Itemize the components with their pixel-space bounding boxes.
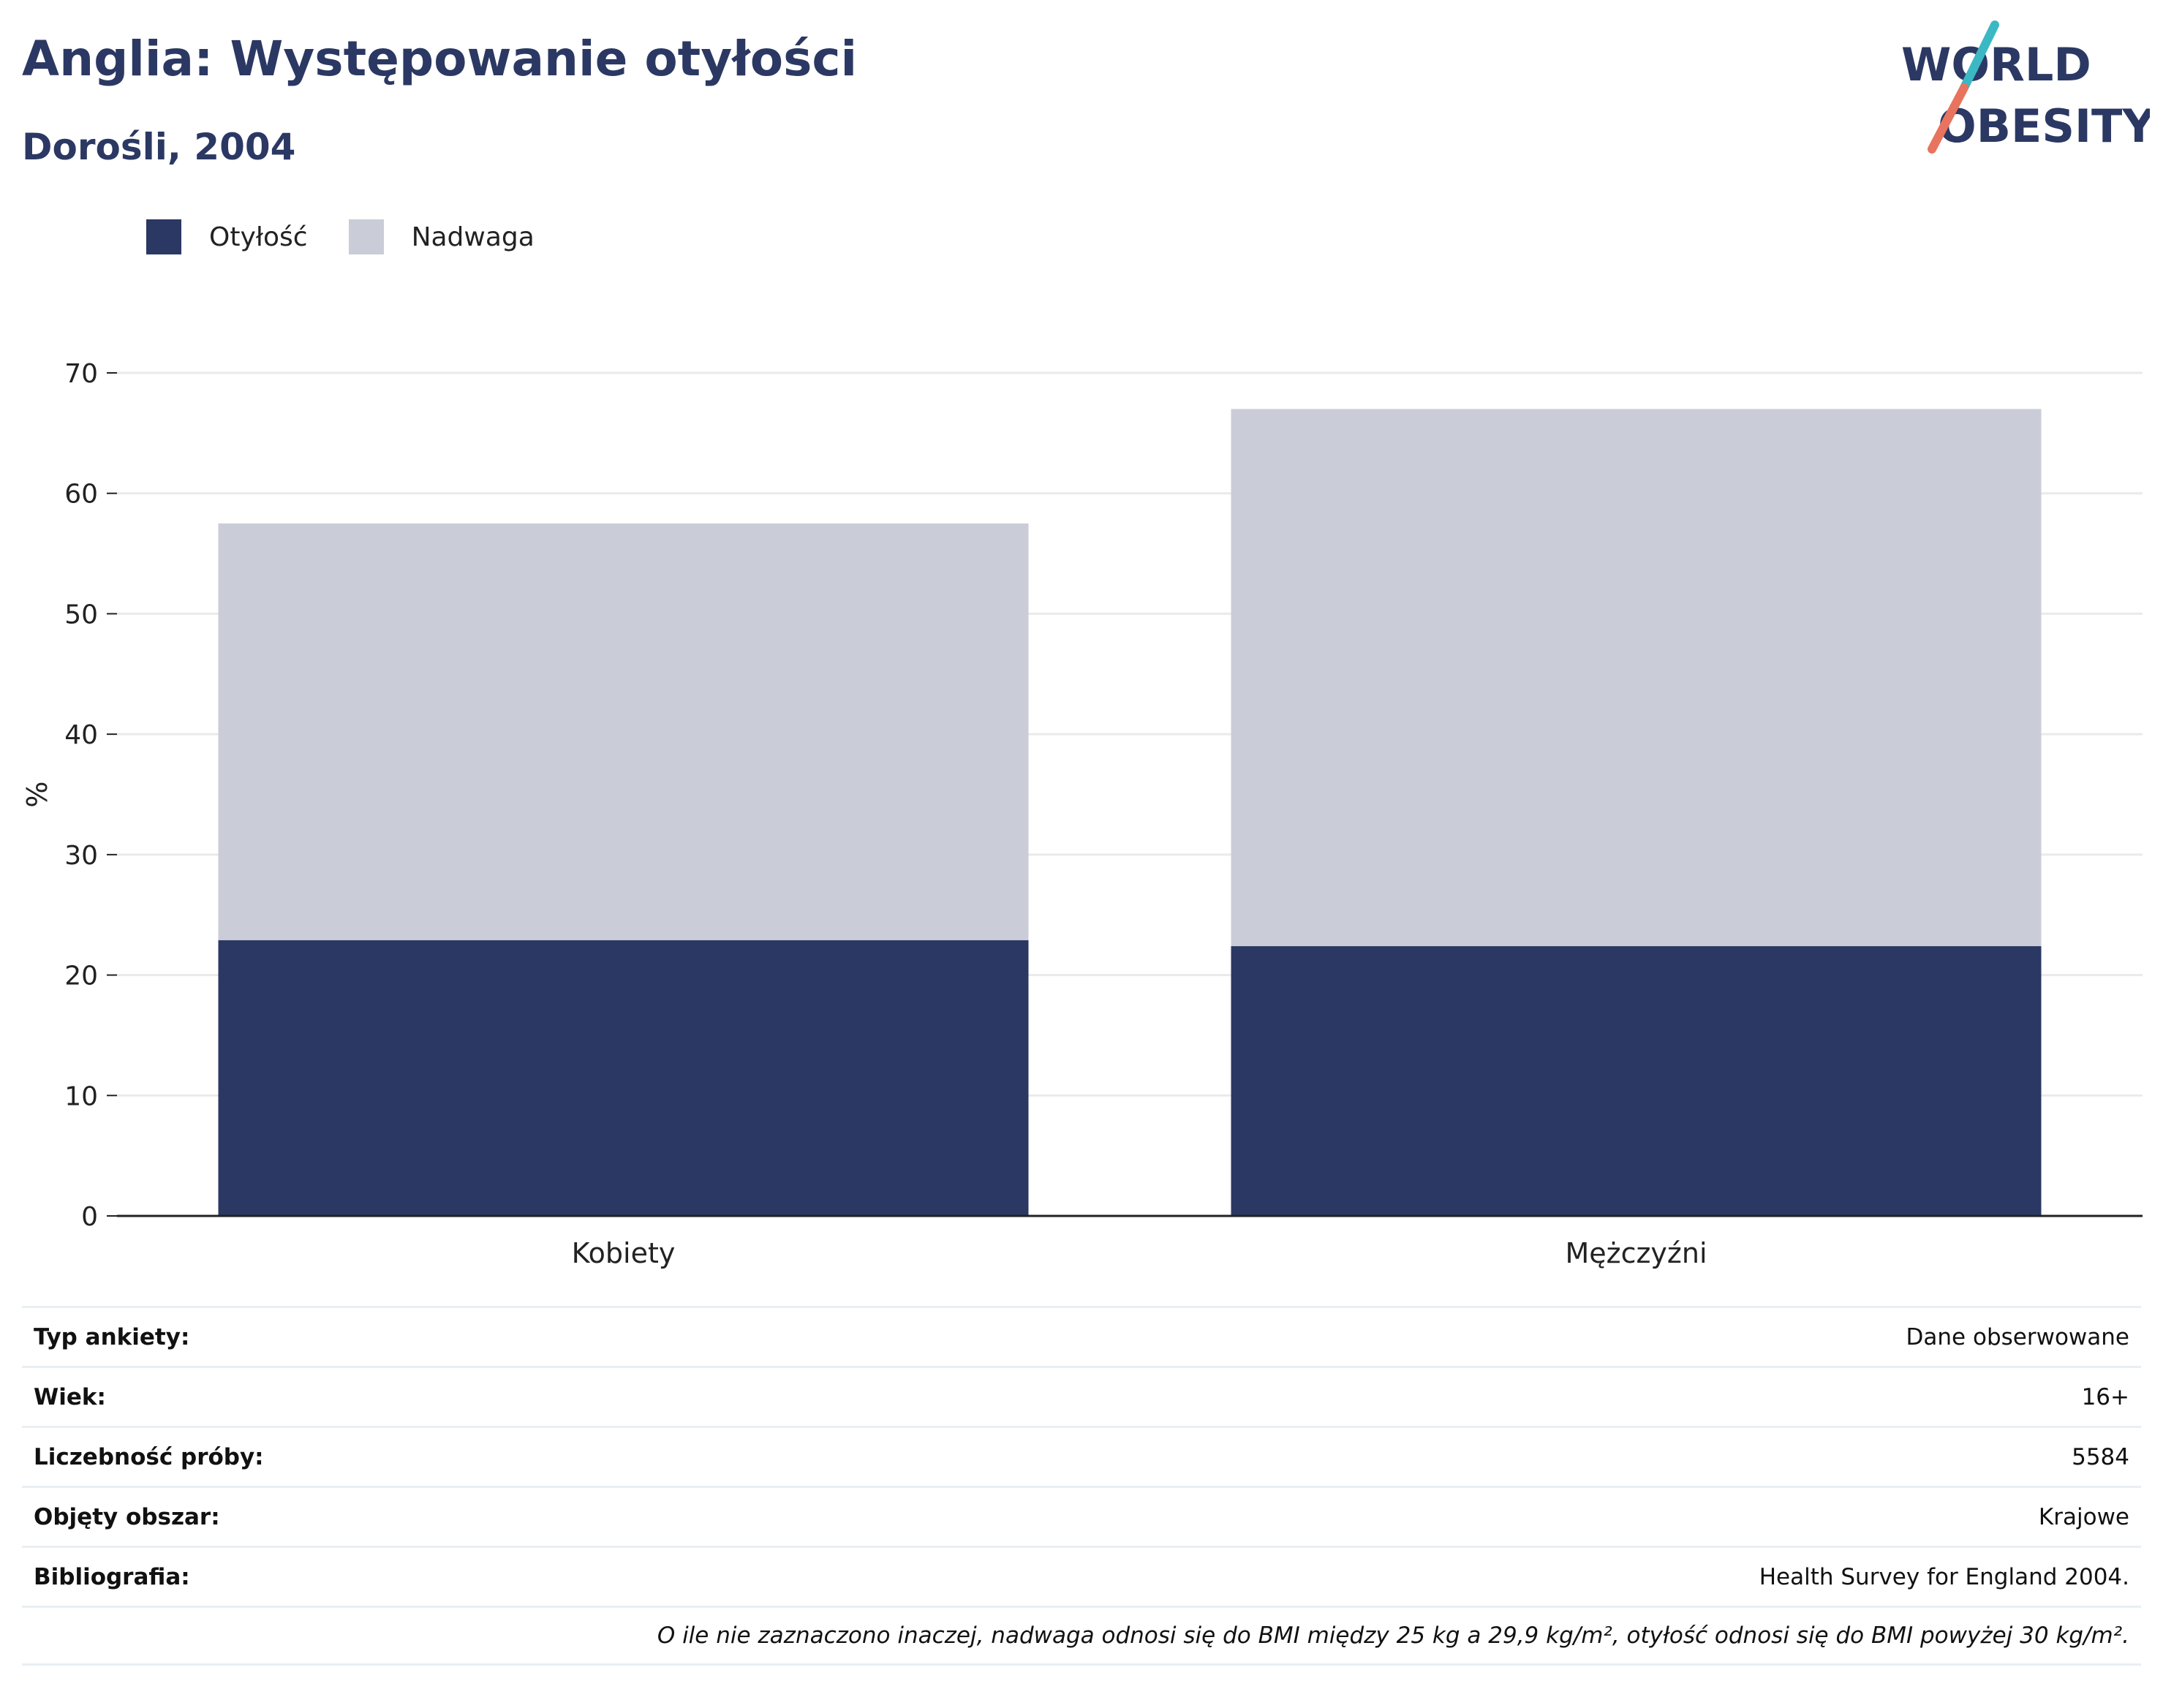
stacked-bar-chart: 0 10 20 30 40 50 60 70% Kobiety Mężczyźni — [21, 359, 2143, 1269]
y-tick-label: 30 — [64, 841, 98, 871]
bar-segment-overweight — [1231, 409, 2042, 947]
y-tick-label: 50 — [64, 600, 98, 630]
info-label: Bibliografia: — [34, 1563, 190, 1590]
y-tick-label: 0 — [81, 1202, 98, 1232]
definition-note: O ile nie zaznaczono inaczej, nadwaga od… — [657, 1622, 2129, 1649]
y-axis-label: % — [21, 781, 53, 807]
bar-segment-overweight — [218, 523, 1029, 940]
info-value: 5584 — [2072, 1443, 2129, 1470]
info-row-survey-type: Typ ankiety: Dane obserwowane — [22, 1306, 2141, 1366]
bar-segment-obesity — [1231, 946, 2042, 1216]
y-tick-label: 70 — [64, 359, 98, 389]
logo-accent-top — [1960, 20, 1999, 92]
info-value: Dane obserwowane — [1906, 1323, 2129, 1350]
legend-label-obesity: Otyłość — [209, 222, 308, 252]
info-value: Health Survey for England 2004. — [1759, 1563, 2129, 1590]
x-tick-label: Mężczyźni — [1565, 1237, 1707, 1269]
info-row-sample-size: Liczebność próby: 5584 — [22, 1426, 2141, 1486]
legend-label-overweight: Nadwaga — [411, 222, 535, 252]
y-tick-label: 20 — [64, 961, 98, 991]
legend-item-overweight[interactable]: Nadwaga — [348, 219, 535, 254]
survey-info-table: Typ ankiety: Dane obserwowane Wiek: 16+ … — [22, 1306, 2141, 1666]
legend-swatch-overweight — [348, 219, 384, 254]
info-value: 16+ — [2081, 1383, 2129, 1410]
legend-swatch-obesity — [146, 219, 181, 254]
info-value: Krajowe — [2038, 1503, 2129, 1530]
logo-line1: WORLD — [1901, 38, 2091, 91]
info-row-area-covered: Objęty obszar: Krajowe — [22, 1486, 2141, 1546]
y-tick-label: 10 — [64, 1081, 98, 1111]
info-label: Wiek: — [34, 1383, 106, 1410]
info-label: Liczebność próby: — [34, 1443, 264, 1470]
chart-legend: Otyłość Nadwaga — [146, 216, 575, 257]
logo-accent-bottom — [1928, 83, 1968, 154]
logo-line2: OBESITY — [1938, 99, 2150, 153]
y-tick-label: 40 — [64, 720, 98, 750]
world-obesity-logo: WORLD OBESITY — [1901, 20, 2150, 154]
info-row-bibliography: Bibliografia: Health Survey for England … — [22, 1546, 2141, 1606]
info-label: Objęty obszar: — [34, 1503, 220, 1530]
bar-segment-obesity — [218, 940, 1029, 1216]
info-row-definition-note: O ile nie zaznaczono inaczej, nadwaga od… — [22, 1606, 2141, 1666]
legend-item-obesity[interactable]: Otyłość — [146, 219, 308, 254]
chart-subtitle: Dorośli, 2004 — [22, 126, 296, 168]
x-tick-label: Kobiety — [572, 1237, 676, 1269]
info-label: Typ ankiety: — [34, 1323, 190, 1350]
y-tick-label: 60 — [64, 480, 98, 510]
info-row-age: Wiek: 16+ — [22, 1366, 2141, 1426]
chart-title: Anglia: Występowanie otyłości — [22, 31, 858, 87]
